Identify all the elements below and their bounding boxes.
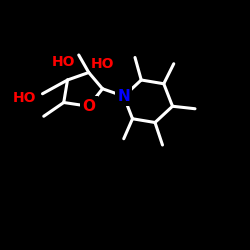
- Text: HO: HO: [52, 56, 76, 70]
- Text: O: O: [82, 99, 95, 114]
- Text: N: N: [118, 89, 130, 104]
- Text: HO: HO: [91, 57, 114, 71]
- Text: HO: HO: [13, 90, 37, 104]
